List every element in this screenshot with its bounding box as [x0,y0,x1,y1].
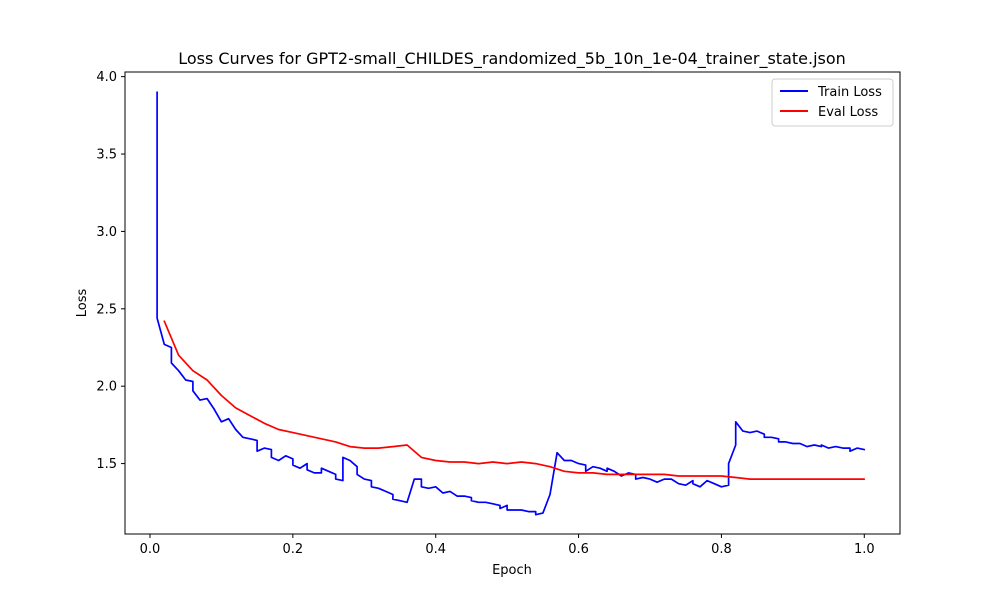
y-tick-label: 3.5 [96,148,117,163]
plot-frame [124,71,901,535]
y-tick-label: 2.0 [96,380,117,395]
series-layer [156,91,866,516]
x-tick-label: 0.4 [425,542,446,557]
x-tick-label: 0.6 [568,542,589,557]
y-axis-ticks: 1.5 2.0 2.5 3.0 3.5 4.0 [96,70,125,472]
legend-label-eval-loss: Eval Loss [818,105,878,120]
y-axis-label: Loss [75,289,90,318]
legend: Train Loss Eval Loss [771,78,894,127]
y-tick-label: 2.5 [96,302,117,317]
plot-area: 0.0 0.2 0.4 0.6 0.8 1.0 1.5 2.0 2.5 3.0 3.5 4.0 [96,70,901,557]
x-axis-label: Epoch [492,563,532,578]
series-line-eval-loss [163,320,866,480]
y-tick-label: 1.5 [96,457,117,472]
x-tick-label: 0.0 [140,542,161,557]
chart-title: Loss Curves for GPT2-small_CHILDES_rando… [178,49,846,69]
x-tick-label: 0.8 [711,542,732,557]
y-tick-label: 3.0 [96,225,117,240]
y-tick-label: 4.0 [96,70,117,85]
x-axis-ticks: 0.0 0.2 0.4 0.6 0.8 1.0 [140,534,875,557]
legend-label-train-loss: Train Loss [817,85,882,100]
series-line-train-loss [156,91,866,516]
x-tick-label: 1.0 [854,542,875,557]
x-tick-label: 0.2 [283,542,304,557]
